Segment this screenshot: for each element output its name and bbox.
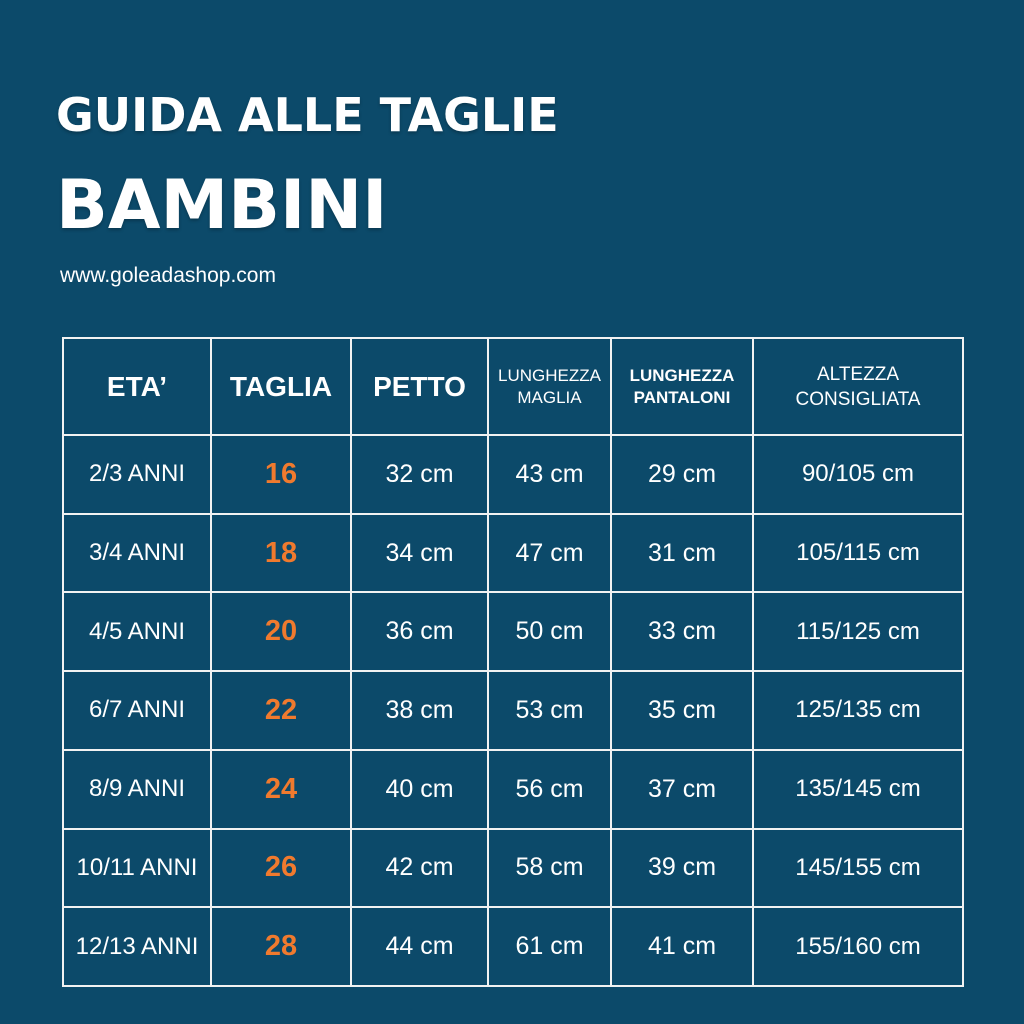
- cell-shirt-length: 58 cm: [487, 827, 612, 909]
- header-height: ALTEZZA CONSIGLIATA: [752, 337, 964, 436]
- cell-height: 155/160 cm: [752, 906, 964, 987]
- cell-size: 22: [210, 670, 352, 751]
- cell-size: 26: [210, 827, 352, 909]
- header-age: ETA’: [62, 337, 212, 436]
- cell-pants-length: 35 cm: [610, 670, 754, 751]
- cell-pants-length: 37 cm: [610, 748, 754, 830]
- cell-size: 28: [210, 906, 352, 987]
- cell-chest: 38 cm: [350, 670, 489, 751]
- cell-height: 145/155 cm: [752, 827, 964, 909]
- cell-pants-length: 29 cm: [610, 434, 754, 515]
- cell-chest: 32 cm: [350, 434, 489, 515]
- cell-shirt-length: 50 cm: [487, 591, 612, 673]
- header-size-label: TAGLIA: [229, 370, 333, 402]
- header-chest-label: PETTO: [373, 370, 466, 402]
- guide-title: GUIDA ALLE TAGLIE: [56, 88, 559, 142]
- cell-size: 24: [210, 748, 352, 830]
- header-height-line1: ALTEZZA: [817, 363, 899, 385]
- cell-shirt-length: 61 cm: [487, 906, 612, 987]
- header-shirt-length: LUNGHEZZA MAGLIA: [487, 337, 612, 436]
- cell-size: 20: [210, 591, 352, 673]
- website-link[interactable]: www.goleadashop.com: [60, 264, 276, 287]
- cell-size: 16: [210, 434, 352, 515]
- header-pants-length-line1: LUNGHEZZA: [629, 365, 735, 385]
- cell-height: 105/115 cm: [752, 512, 964, 594]
- table-row: 10/11 ANNI 26 42 cm 58 cm 39 cm 145/155 cm: [62, 827, 964, 909]
- header-shirt-length-line1: LUNGHEZZA: [498, 365, 601, 385]
- cell-pants-length: 41 cm: [610, 906, 754, 987]
- cell-age: 8/9 ANNI: [62, 748, 212, 830]
- cell-age: 10/11 ANNI: [62, 827, 212, 909]
- cell-height: 135/145 cm: [752, 748, 964, 830]
- cell-shirt-length: 56 cm: [487, 748, 612, 830]
- table-row: 2/3 ANNI 16 32 cm 43 cm 29 cm 90/105 cm: [62, 434, 964, 515]
- header-height-line2: CONSIGLIATA: [795, 388, 921, 410]
- header-pants-length-line2: PANTALONI: [633, 387, 731, 407]
- cell-age: 6/7 ANNI: [62, 670, 212, 751]
- guide-subtitle: BAMBINI: [56, 166, 388, 245]
- cell-chest: 34 cm: [350, 512, 489, 594]
- header-pants-length: LUNGHEZZA PANTALONI: [610, 337, 754, 436]
- cell-height: 115/125 cm: [752, 591, 964, 673]
- table-row: 6/7 ANNI 22 38 cm 53 cm 35 cm 125/135 cm: [62, 670, 964, 751]
- cell-pants-length: 39 cm: [610, 827, 754, 909]
- cell-size: 18: [210, 512, 352, 594]
- cell-age: 4/5 ANNI: [62, 591, 212, 673]
- table-row: 8/9 ANNI 24 40 cm 56 cm 37 cm 135/145 cm: [62, 748, 964, 830]
- table-row: 4/5 ANNI 20 36 cm 50 cm 33 cm 115/125 cm: [62, 591, 964, 673]
- cell-chest: 40 cm: [350, 748, 489, 830]
- cell-shirt-length: 53 cm: [487, 670, 612, 751]
- cell-height: 90/105 cm: [752, 434, 964, 515]
- table-header-row: ETA’ TAGLIA PETTO LUNGHEZZA MAGLIA LUNGH…: [62, 337, 964, 436]
- cell-age: 2/3 ANNI: [62, 434, 212, 515]
- header-shirt-length-line2: MAGLIA: [517, 387, 582, 407]
- header-chest: PETTO: [350, 337, 489, 436]
- table-row: 3/4 ANNI 18 34 cm 47 cm 31 cm 105/115 cm: [62, 512, 964, 594]
- table-row: 12/13 ANNI 28 44 cm 61 cm 41 cm 155/160 cm: [62, 906, 964, 987]
- cell-shirt-length: 47 cm: [487, 512, 612, 594]
- cell-chest: 42 cm: [350, 827, 489, 909]
- cell-age: 3/4 ANNI: [62, 512, 212, 594]
- cell-chest: 44 cm: [350, 906, 489, 987]
- header-age-label: ETA’: [106, 370, 168, 402]
- cell-height: 125/135 cm: [752, 670, 964, 751]
- cell-age: 12/13 ANNI: [62, 906, 212, 987]
- size-table: ETA’ TAGLIA PETTO LUNGHEZZA MAGLIA LUNGH…: [62, 337, 964, 987]
- cell-pants-length: 33 cm: [610, 591, 754, 673]
- cell-pants-length: 31 cm: [610, 512, 754, 594]
- size-table-container: ETA’ TAGLIA PETTO LUNGHEZZA MAGLIA LUNGH…: [62, 337, 964, 987]
- cell-shirt-length: 43 cm: [487, 434, 612, 515]
- header-size: TAGLIA: [210, 337, 352, 436]
- cell-chest: 36 cm: [350, 591, 489, 673]
